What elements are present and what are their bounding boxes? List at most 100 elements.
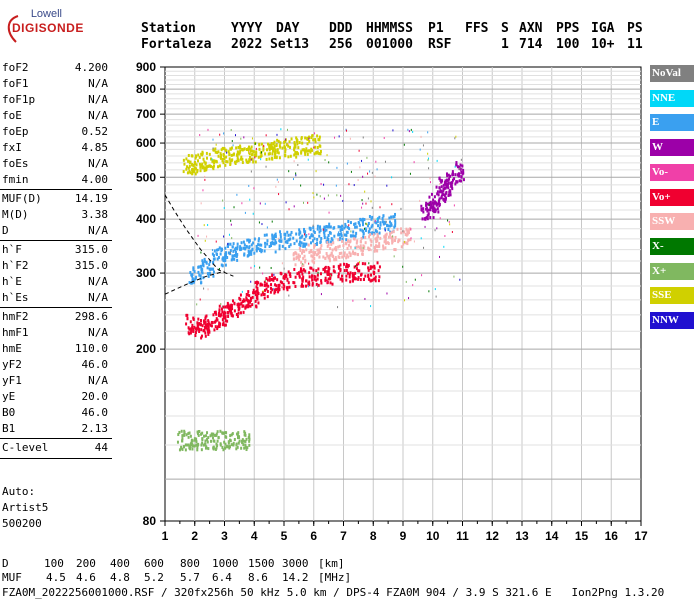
param-key: fmin	[2, 173, 29, 186]
trace-point-sse	[187, 153, 190, 157]
trace-point-sse	[228, 152, 231, 156]
trace-point-vo+	[302, 268, 305, 272]
trace-point-e	[390, 215, 393, 219]
trace-point-ssw	[342, 254, 345, 258]
trace-point-sse	[191, 163, 194, 167]
trace-point-ssw	[384, 233, 387, 237]
trace-point-e	[239, 245, 242, 249]
trace-point-e	[346, 230, 349, 234]
trace-point-sse	[247, 145, 250, 149]
trace-point-vo+	[248, 294, 251, 298]
trace-point-e	[394, 219, 397, 223]
noise-point	[410, 228, 412, 231]
header-value-ps: 11	[627, 37, 643, 52]
trace-point-ssw	[317, 252, 320, 256]
trace-point-x+	[242, 443, 245, 447]
trace-point-vo+	[205, 325, 208, 329]
trace-point-vo+	[198, 329, 201, 333]
trace-point-sse	[276, 148, 279, 152]
trace-point-vo+	[285, 275, 288, 279]
trace-point-ssw	[394, 248, 397, 252]
trace-point-w	[429, 206, 432, 210]
trace-point-e	[263, 233, 266, 237]
trace-point-e	[287, 233, 290, 237]
trace-point-vo+	[367, 277, 370, 281]
trace-point-w	[438, 186, 441, 190]
trace-point-ssw	[328, 259, 331, 263]
trace-point-ssw	[298, 254, 301, 258]
trace-point-x+	[207, 447, 210, 451]
trace-point-ssw	[367, 248, 370, 252]
trace-point-vo+	[209, 323, 212, 327]
noise-point	[241, 290, 243, 293]
trace-point-vo+	[293, 267, 296, 271]
trace-point-e	[339, 225, 342, 229]
trace-point-e	[279, 235, 282, 239]
noise-point	[286, 128, 288, 131]
trace-point-vo+	[309, 266, 312, 270]
trace-point-sse	[197, 153, 200, 157]
trace-point-vo+	[373, 270, 376, 274]
trace-point-sse	[201, 153, 204, 157]
noise-point	[196, 303, 198, 306]
trace-point-sse	[260, 142, 263, 146]
trace-point-vo+	[263, 296, 266, 300]
trace-point-ssw	[373, 245, 376, 249]
header-value-station: Fortaleza	[141, 37, 212, 52]
trace-point-sse	[186, 165, 189, 169]
trace-point-vo+	[228, 305, 231, 309]
trace-point-e	[309, 228, 312, 232]
trace-point-e	[240, 241, 243, 245]
noise-point	[451, 230, 453, 233]
trace-point-e	[193, 278, 196, 282]
trace-point-w	[462, 171, 465, 175]
trace-point-sse	[276, 138, 279, 142]
trace-point-vo+	[332, 269, 335, 273]
trace-point-vo+	[273, 276, 276, 280]
trace-point-ssw	[337, 245, 340, 249]
trace-point-e	[272, 241, 275, 245]
trace-point-w	[436, 192, 439, 196]
noise-point	[254, 156, 256, 159]
trace-point-e	[384, 227, 387, 231]
trace-point-sse	[312, 138, 315, 142]
trace-point-e	[354, 225, 357, 229]
param-key: h`E	[2, 275, 22, 288]
trace-point-e	[213, 249, 216, 253]
trace-point-e	[337, 233, 340, 237]
trace-point-e	[388, 220, 391, 224]
trace-point-vo+	[345, 265, 348, 269]
noise-point	[447, 219, 449, 222]
trace-point-ssw	[373, 249, 376, 253]
trace-point-ssw	[385, 232, 388, 236]
noise-point	[212, 147, 214, 150]
param-row: foF2 4.200	[2, 60, 108, 76]
x-tick-label: 15	[575, 529, 589, 543]
footer-d-value: 600	[144, 557, 164, 570]
trace-point-vo+	[208, 322, 211, 326]
trace-point-e	[201, 263, 204, 267]
footer-muf-value: 8.6	[248, 571, 268, 584]
noise-point	[285, 201, 287, 204]
param-value: N/A	[88, 374, 108, 387]
noise-point	[250, 280, 252, 283]
trace-point-e	[328, 222, 331, 226]
noise-point	[403, 143, 405, 146]
trace-point-e	[311, 234, 314, 238]
noise-point	[410, 128, 412, 131]
trace-point-vo+	[274, 290, 277, 294]
trace-point-x+	[236, 432, 239, 436]
noise-point	[385, 220, 387, 223]
trace-point-e	[211, 252, 214, 256]
trace-point-w	[420, 204, 423, 208]
trace-point-sse	[248, 155, 251, 159]
trace-point-vo+	[302, 284, 305, 288]
trace-point-x+	[230, 443, 233, 447]
trace-point-sse	[275, 156, 278, 160]
trace-point-ssw	[356, 252, 359, 256]
trace-point-ssw	[309, 250, 312, 254]
trace-point-w	[446, 174, 449, 178]
trace-point-ssw	[409, 238, 412, 242]
trace-point-sse	[284, 153, 287, 157]
trace-point-vo+	[339, 277, 342, 281]
